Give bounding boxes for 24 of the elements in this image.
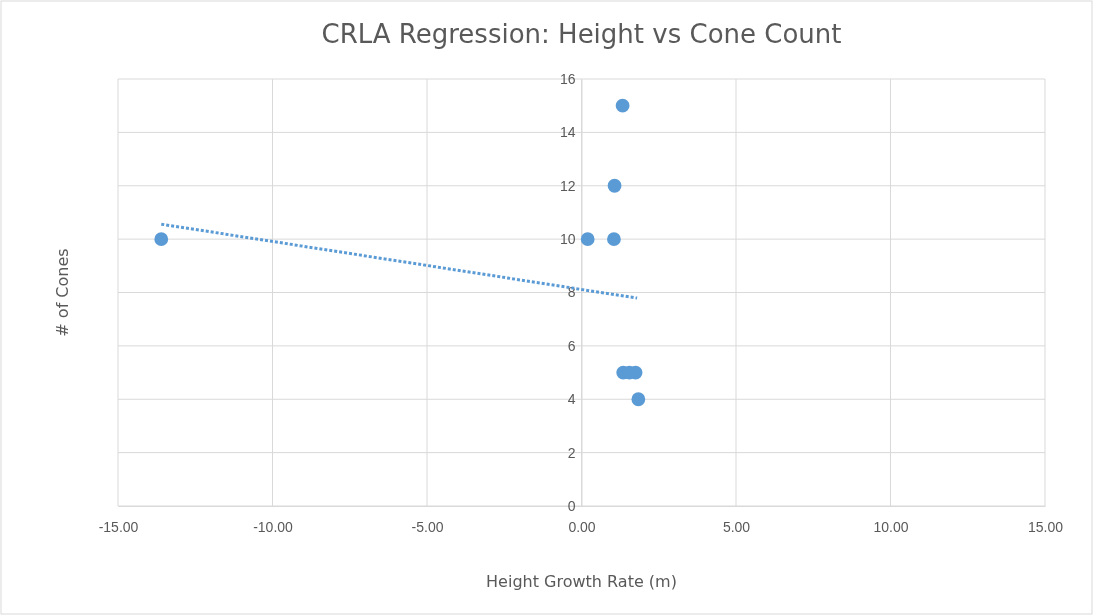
y-tick-label: 2 (567, 444, 576, 461)
point (615, 98, 630, 113)
y-tick-label: 16 (559, 70, 576, 87)
chart-title: CRLA Regression: Height vs Cone Count (321, 19, 842, 49)
x-tick-label: -10.00 (253, 518, 294, 535)
x-tick-label: -15.00 (98, 518, 139, 535)
y-tick-label: 6 (567, 337, 576, 354)
point (154, 232, 169, 247)
x-tick-label: -5.00 (411, 518, 444, 535)
point (607, 178, 622, 193)
y-tick-label: 12 (559, 177, 576, 194)
x-tick-label: 15.00 (1027, 518, 1064, 535)
point (631, 392, 646, 407)
y-axis-title: # of Cones (53, 248, 72, 337)
x-tick-label: 10.00 (873, 518, 909, 535)
y-tick-label: 10 (559, 231, 576, 248)
y-tick-label: 0 (567, 497, 576, 514)
x-tick-label: 0.00 (568, 518, 596, 535)
y-tick-label: 14 (559, 124, 576, 141)
point (607, 232, 621, 247)
y-tick-label: 4 (567, 391, 576, 408)
x-tick-label: 5.00 (722, 518, 751, 535)
x-axis-title: Height Growth Rate (m) (486, 572, 677, 591)
point (580, 232, 595, 247)
